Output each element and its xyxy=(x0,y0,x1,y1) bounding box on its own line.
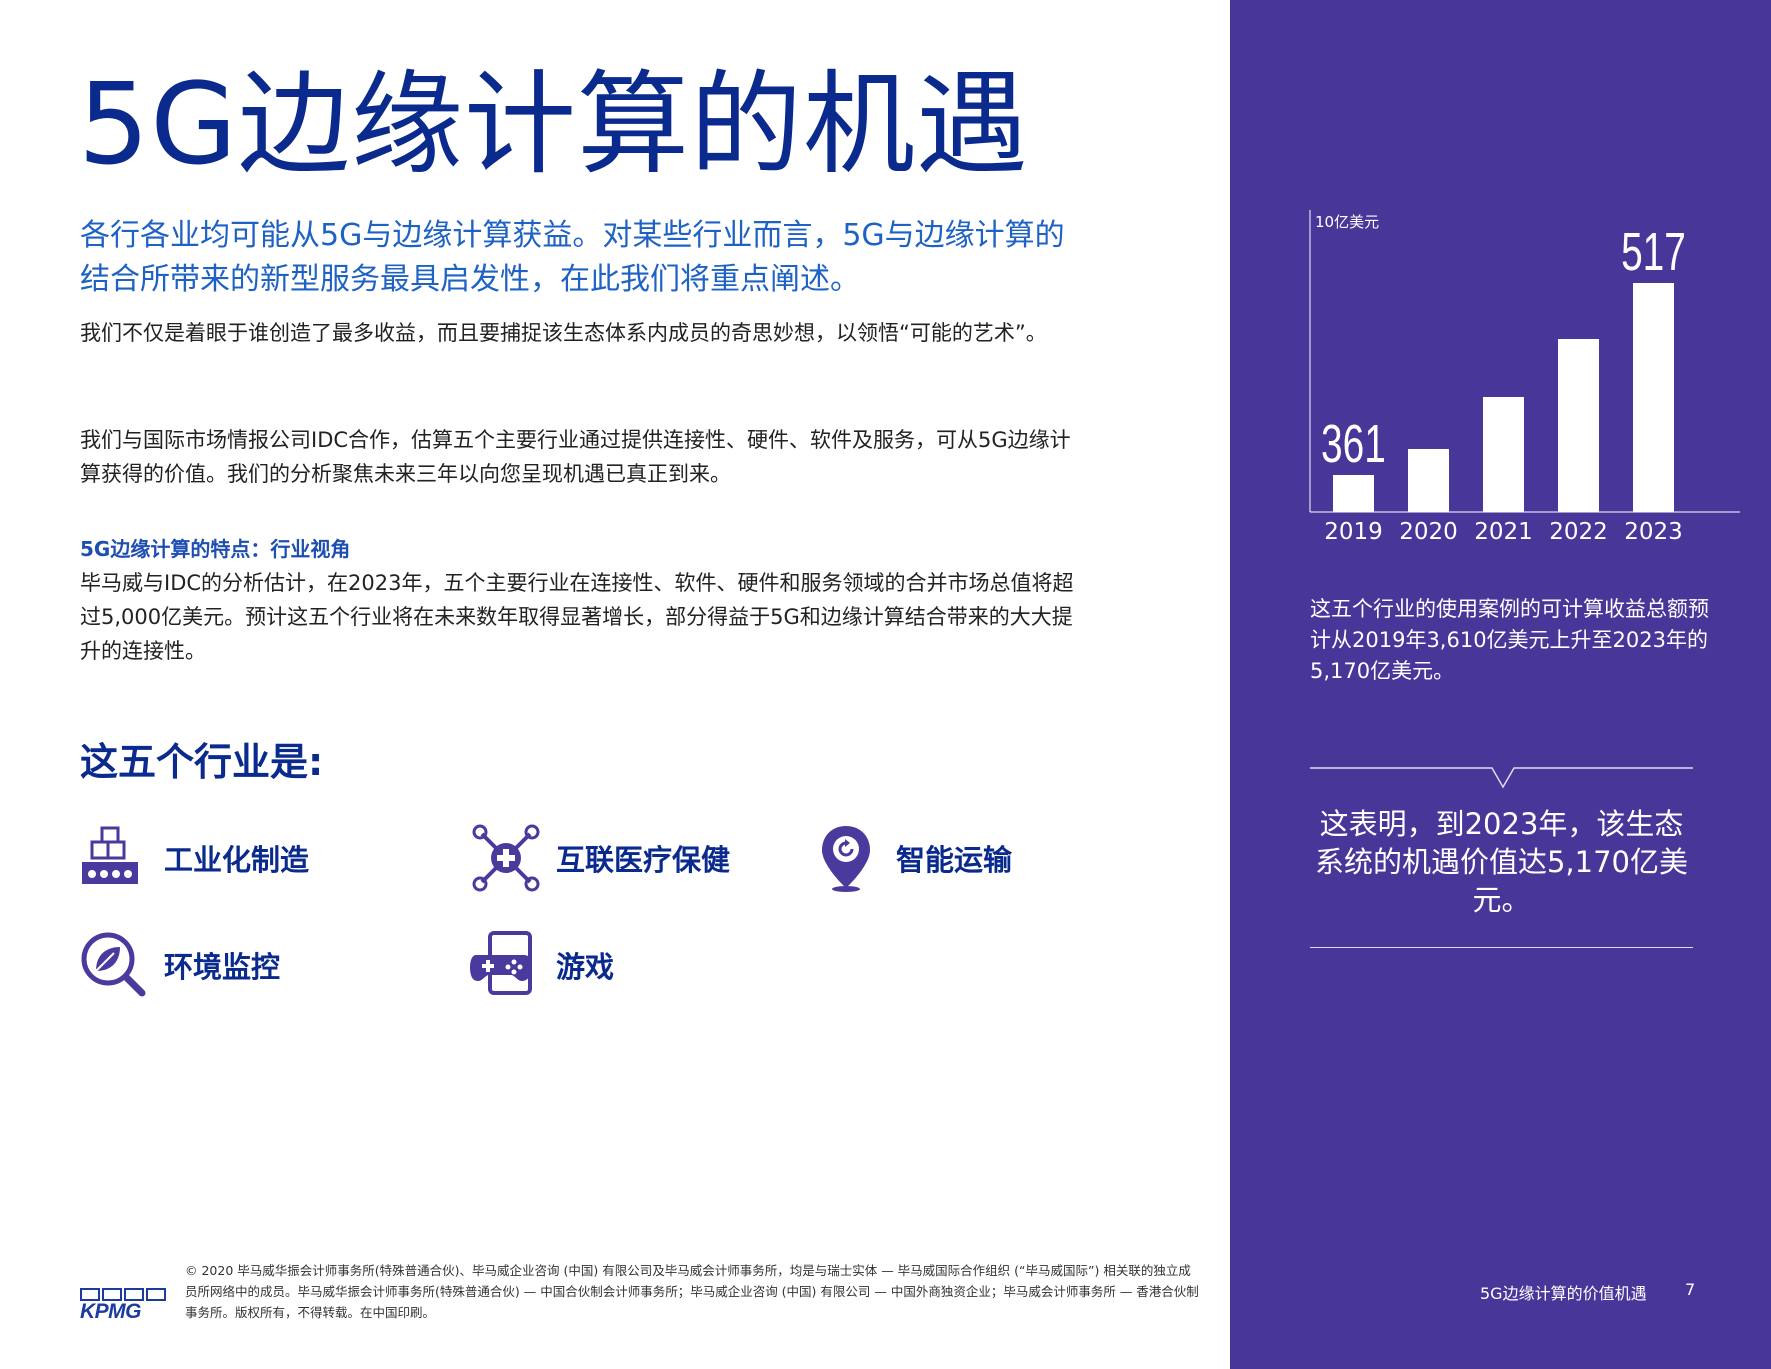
chart-canvas: 2019 361 2020 2021 2022 2023 517 xyxy=(1309,210,1740,545)
page-title: 5G边缘计算的机遇 xyxy=(78,60,1030,190)
paragraph-1: 我们不仅是着眼于谁创造了最多收益，而且要捕捉该生态体系内成员的奇思妙想，以领悟“… xyxy=(80,321,1047,345)
sidebar-panel: 10亿美元 2019 361 2020 2021 2022 2023 517 这五个行业的使… xyxy=(1230,0,1771,1369)
chart-data-label-2019: 361 xyxy=(1321,413,1386,474)
industries-title: 这五个行业是: xyxy=(80,740,324,784)
industry-item-manufacturing: 工业化制造 xyxy=(78,822,309,894)
chart-data-label-2023: 517 xyxy=(1621,221,1686,282)
gamepad-icon xyxy=(470,929,542,1001)
chart-x-tick-label: 2023 xyxy=(1624,519,1683,545)
connected-health-icon xyxy=(470,822,542,894)
revenue-bar-chart: 10亿美元 2019 361 2020 2021 2022 2023 517 xyxy=(1230,200,1771,550)
lead-paragraph: 各行各业均可能从5G与边缘计算获益。对某些行业而言，5G与边缘计算的结合所带来的… xyxy=(80,218,1065,297)
industry-item-environment: 环境监控 xyxy=(78,929,280,1001)
sub-heading: 5G边缘计算的特点：行业视角 xyxy=(80,537,351,561)
footer-section-label: 5G边缘计算的价值机遇 xyxy=(1480,1284,1647,1303)
factory-conveyor-icon xyxy=(78,822,150,894)
leaf-magnifier-icon xyxy=(78,929,150,1001)
page-number: 7 xyxy=(1685,1280,1696,1299)
chart-x-tick-label: 2021 xyxy=(1474,519,1533,545)
chart-bar-2022 xyxy=(1558,339,1599,512)
location-pin-icon xyxy=(810,822,882,894)
industry-label: 环境监控 xyxy=(164,950,281,984)
industry-label: 游戏 xyxy=(556,950,615,984)
chart-x-tick-label: 2019 xyxy=(1324,519,1383,545)
industry-item-gaming: 游戏 xyxy=(470,929,614,1001)
chart-bar-2019 xyxy=(1333,475,1374,512)
industry-label: 工业化制造 xyxy=(164,843,310,877)
industry-item-healthcare: 互联医疗保健 xyxy=(470,822,730,894)
kpmg-logo: KPMG xyxy=(80,1288,170,1326)
main-content: 5G边缘计算的机遇 各行各业均可能从5G与边缘计算获益。对某些行业而言，5G与边… xyxy=(78,60,1199,1326)
paragraph-2: 我们与国际市场情报公司IDC合作，估算五个主要行业通过提供连接性、硬件、软件及服… xyxy=(80,428,1071,486)
industry-label: 互联医疗保健 xyxy=(556,843,731,877)
paragraph-3: 毕马威与IDC的分析估计，在2023年，五个主要行业在连接性、软件、硬件和服务领… xyxy=(80,571,1074,663)
kpmg-logo-text: KPMG xyxy=(80,1300,142,1323)
callout-divider-arrow xyxy=(1310,767,1693,789)
kpmg-logo-boxes xyxy=(80,1288,170,1301)
chart-bar-2023 xyxy=(1633,283,1674,512)
callout-divider xyxy=(1310,947,1693,948)
chart-bar-2020 xyxy=(1408,449,1449,512)
chart-caption: 这五个行业的使用案例的可计算收益总额预计从2019年3,610亿美元上升至202… xyxy=(1310,597,1709,683)
chart-x-tick-label: 2022 xyxy=(1549,519,1608,545)
chart-x-tick-label: 2020 xyxy=(1399,519,1458,545)
industry-label: 智能运输 xyxy=(896,843,1013,877)
chart-y-axis-label: 10亿美元 xyxy=(1315,213,1380,231)
industry-item-transport: 智能运输 xyxy=(810,822,1012,894)
callout-text: 这表明，到2023年，该生态系统的机遇价值达5,170亿美元。 xyxy=(1314,807,1689,917)
chart-bar-2021 xyxy=(1483,397,1524,512)
copyright-notice: © 2020 毕马威华振会计师事务所(特殊普通合伙)、毕马威企业咨询 (中国) … xyxy=(185,1263,1199,1320)
